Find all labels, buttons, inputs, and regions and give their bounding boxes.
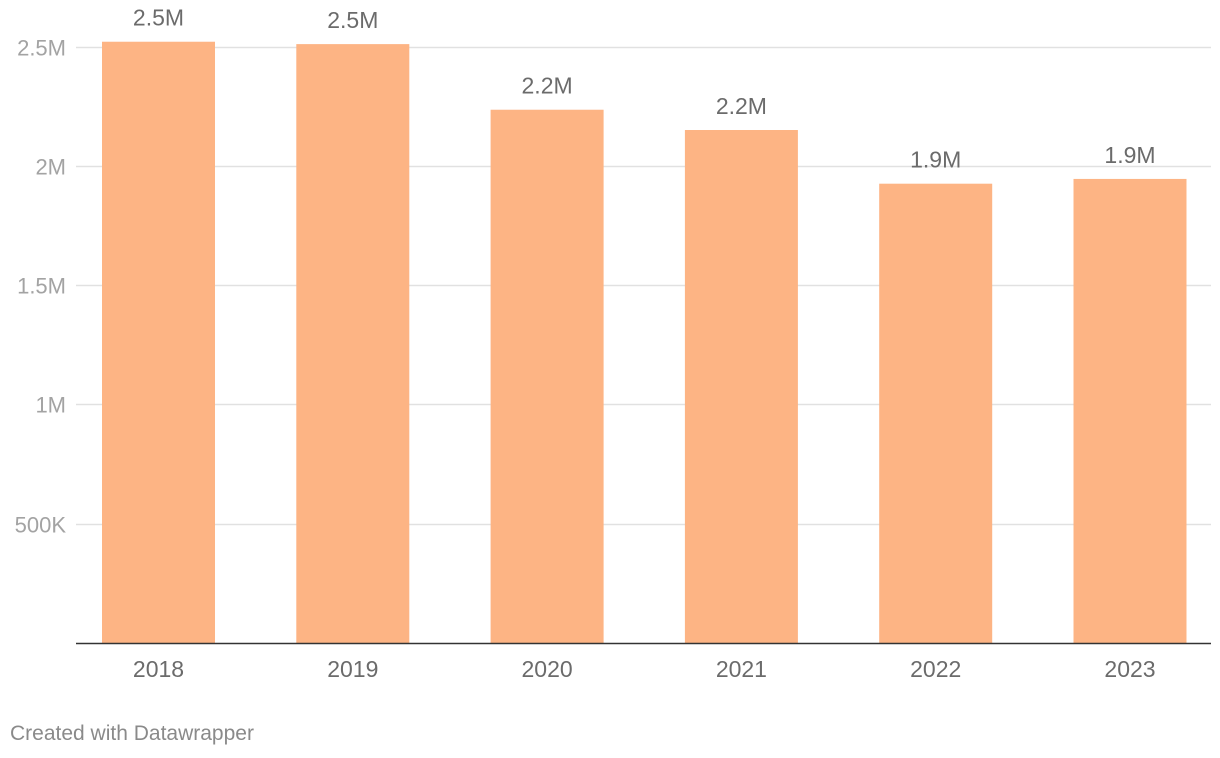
data-labels: 2.5M 2.5M 2.2M 2.2M 1.9M 1.9M [133,5,1156,173]
data-label-2021: 2.2M [716,93,767,119]
data-label-2023: 1.9M [1104,142,1155,168]
data-label-2020: 2.2M [522,73,573,99]
bars [102,41,1187,643]
x-tick-label: 2019 [327,656,378,682]
x-tick-label: 2022 [910,656,961,682]
y-tick-label: 1.5M [17,274,66,299]
y-tick-label: 1M [35,393,66,418]
bar-2021 [684,130,798,643]
data-label-2018: 2.5M [133,5,184,31]
y-tick-label: 2M [35,155,66,180]
gridlines [76,46,1211,526]
bar-chart: 500K 1M 1.5M 2M 2.5M 2.5M 2.5M 2.2M 2.2M 1.9M 1.9… [15,5,1211,682]
data-label-2019: 2.5M [327,7,378,33]
y-axis-ticks: 500K 1M 1.5M 2M 2.5M [15,36,67,538]
y-tick-label: 2.5M [17,36,66,61]
x-tick-label: 2018 [133,656,184,682]
x-tick-label: 2020 [522,656,573,682]
credit-text: Created with Datawrapper [10,722,254,745]
bar-2020 [490,109,604,643]
x-axis-ticks: 2018 2019 2020 2021 2022 2023 [133,656,1156,682]
bar-2022 [879,183,993,643]
bar-2018 [102,41,215,643]
x-tick-label: 2023 [1104,656,1155,682]
bar-2019 [296,44,410,643]
x-tick-label: 2021 [716,656,767,682]
y-tick-label: 500K [15,513,67,538]
data-label-2022: 1.9M [910,147,961,173]
bar-2023 [1073,178,1187,643]
